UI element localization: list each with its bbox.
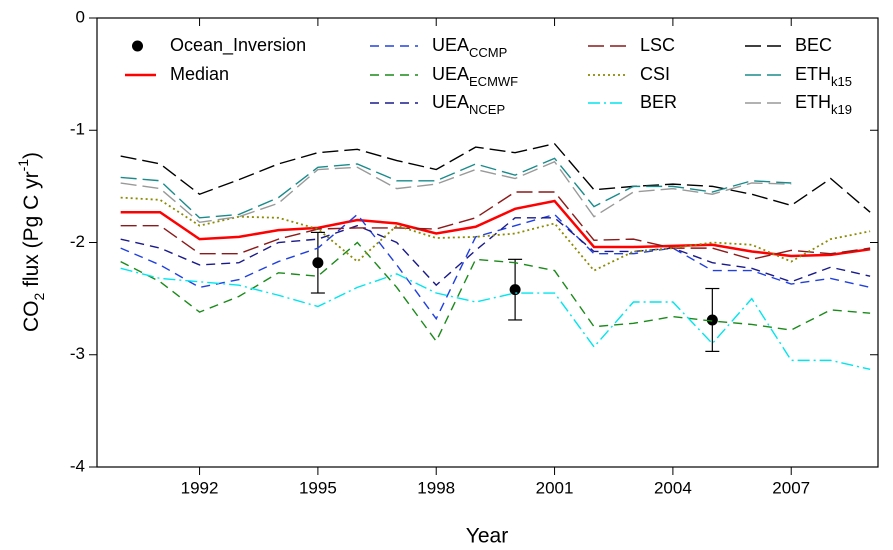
legend-name: BER bbox=[640, 92, 677, 112]
x-tick-label: 2001 bbox=[536, 478, 574, 497]
legend-label: UEACCMP bbox=[432, 35, 507, 60]
series-line bbox=[120, 157, 792, 219]
y-tick-label: -4 bbox=[70, 456, 85, 475]
legend-name: ETH bbox=[795, 64, 831, 84]
y-axis-title-part: flux (Pg C yr bbox=[20, 171, 43, 292]
data-point bbox=[509, 284, 521, 296]
x-tick-label: 1998 bbox=[417, 478, 455, 497]
legend-name: BEC bbox=[795, 35, 832, 55]
x-tick-label: 2004 bbox=[654, 478, 692, 497]
legend-name: UEA bbox=[432, 92, 469, 112]
y-axis-title-part: 2 bbox=[31, 293, 47, 301]
legend-subscript: CCMP bbox=[469, 45, 507, 60]
legend-label: Median bbox=[170, 64, 229, 84]
series-line bbox=[120, 217, 871, 287]
y-tick-label: -1 bbox=[70, 120, 85, 139]
legend-label: CSI bbox=[640, 64, 670, 84]
legend-label: ETHk15 bbox=[795, 64, 852, 89]
x-tick-label: 2007 bbox=[772, 478, 810, 497]
legend-name: Ocean_Inversion bbox=[170, 35, 306, 56]
legend-label: ETHk19 bbox=[795, 92, 852, 117]
x-axis-title: Year bbox=[466, 525, 508, 548]
series-line bbox=[120, 142, 871, 213]
legend-label: LSC bbox=[640, 35, 675, 55]
legend-label: Ocean_Inversion bbox=[170, 35, 306, 56]
legend-subscript: ECMWF bbox=[469, 74, 518, 89]
legend-label: UEAECMWF bbox=[432, 64, 518, 89]
legend-name: UEA bbox=[432, 35, 469, 55]
legend-name: ETH bbox=[795, 92, 831, 112]
legend-subscript: NCEP bbox=[469, 102, 505, 117]
y-tick-label: -3 bbox=[70, 344, 85, 363]
legend-label: UEANCEP bbox=[432, 92, 505, 117]
legend-name: Median bbox=[170, 64, 229, 84]
legend-name: CSI bbox=[640, 64, 670, 84]
x-tick-label: 1995 bbox=[299, 478, 337, 497]
y-axis-title: CO2 flux (Pg C yr-1) bbox=[15, 152, 47, 332]
legend-subscript: k15 bbox=[831, 74, 852, 89]
series-line bbox=[120, 196, 871, 272]
series-line bbox=[120, 160, 792, 224]
y-tick-label: 0 bbox=[76, 7, 85, 26]
series-line bbox=[120, 213, 871, 321]
series-line bbox=[120, 191, 871, 261]
legend-name: LSC bbox=[640, 35, 675, 55]
y-axis-title-part: CO bbox=[20, 301, 43, 333]
series-line bbox=[120, 199, 871, 258]
legend-name: UEA bbox=[432, 64, 469, 84]
y-axis-title-part: ) bbox=[20, 152, 43, 159]
series-line bbox=[120, 267, 871, 371]
series-line bbox=[120, 241, 871, 343]
x-tick-label: 1992 bbox=[181, 478, 219, 497]
data-point bbox=[706, 314, 718, 326]
data-point bbox=[312, 257, 324, 269]
legend-marker bbox=[132, 40, 143, 52]
y-axis-title-part: -1 bbox=[15, 159, 31, 172]
legend-label: BEC bbox=[795, 35, 832, 55]
y-tick-label: -2 bbox=[70, 232, 85, 251]
legend-label: BER bbox=[640, 92, 677, 112]
legend-subscript: k19 bbox=[831, 102, 852, 117]
